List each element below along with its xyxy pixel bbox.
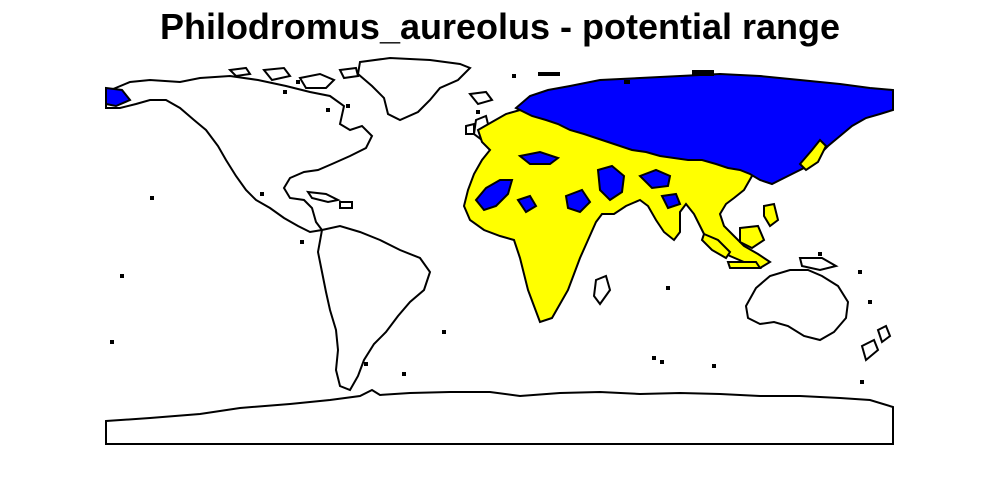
land-new-zealand-south <box>860 338 880 362</box>
island <box>300 240 304 244</box>
range-potential-japan <box>798 138 828 172</box>
land-arctic-island-2 <box>262 66 292 82</box>
range-native-chukotka <box>105 86 132 108</box>
land-antarctica <box>105 388 894 445</box>
island <box>296 80 300 84</box>
land-north-america <box>105 74 374 234</box>
range-potential-philippines <box>763 202 780 228</box>
island <box>364 362 368 366</box>
range-potential-borneo <box>739 224 766 250</box>
land-arctic-island-1 <box>298 72 336 89</box>
land-iceland <box>468 90 494 106</box>
range-native-sahara-3 <box>564 188 592 214</box>
island <box>476 110 480 114</box>
land-ireland <box>465 122 475 135</box>
land-madagascar <box>592 274 612 306</box>
island <box>260 192 264 196</box>
island <box>402 372 406 376</box>
land-arctic-island-3 <box>227 66 252 78</box>
land-hispaniola <box>339 201 353 209</box>
land-new-zealand-north <box>876 324 892 344</box>
island <box>442 330 446 334</box>
land-cuba <box>305 190 342 204</box>
island <box>150 196 154 200</box>
range-potential-java <box>726 261 762 269</box>
land-outlines <box>105 56 894 445</box>
island <box>868 300 872 304</box>
island <box>692 70 714 76</box>
island <box>660 360 664 364</box>
range-native-eurasia <box>514 72 894 186</box>
range-native-mediterranean <box>517 150 561 165</box>
island <box>512 74 516 78</box>
land-new-guinea <box>798 257 839 272</box>
range-native-sahara-1 <box>474 179 514 212</box>
island <box>326 108 330 112</box>
island <box>538 72 560 76</box>
island <box>283 90 287 94</box>
land-arctic-island-4 <box>338 66 360 80</box>
island <box>110 340 114 344</box>
island <box>712 364 716 368</box>
land-australia <box>744 269 850 342</box>
island <box>652 356 656 360</box>
island <box>858 270 862 274</box>
range-native-sahara-2 <box>516 194 538 214</box>
island <box>818 252 822 256</box>
range-native-india <box>660 192 682 210</box>
map-title: Philodromus_aureolus - potential range <box>159 6 841 47</box>
land-south-america <box>316 224 432 392</box>
small-islands <box>110 70 872 384</box>
island <box>120 274 124 278</box>
land-greenland <box>356 56 472 122</box>
range-potential-sumatra <box>700 232 732 260</box>
range-native-arabia <box>596 164 626 202</box>
range-native-central-asia <box>638 168 672 190</box>
island <box>666 286 670 290</box>
island <box>860 380 864 384</box>
island <box>624 80 630 84</box>
island <box>346 104 350 108</box>
